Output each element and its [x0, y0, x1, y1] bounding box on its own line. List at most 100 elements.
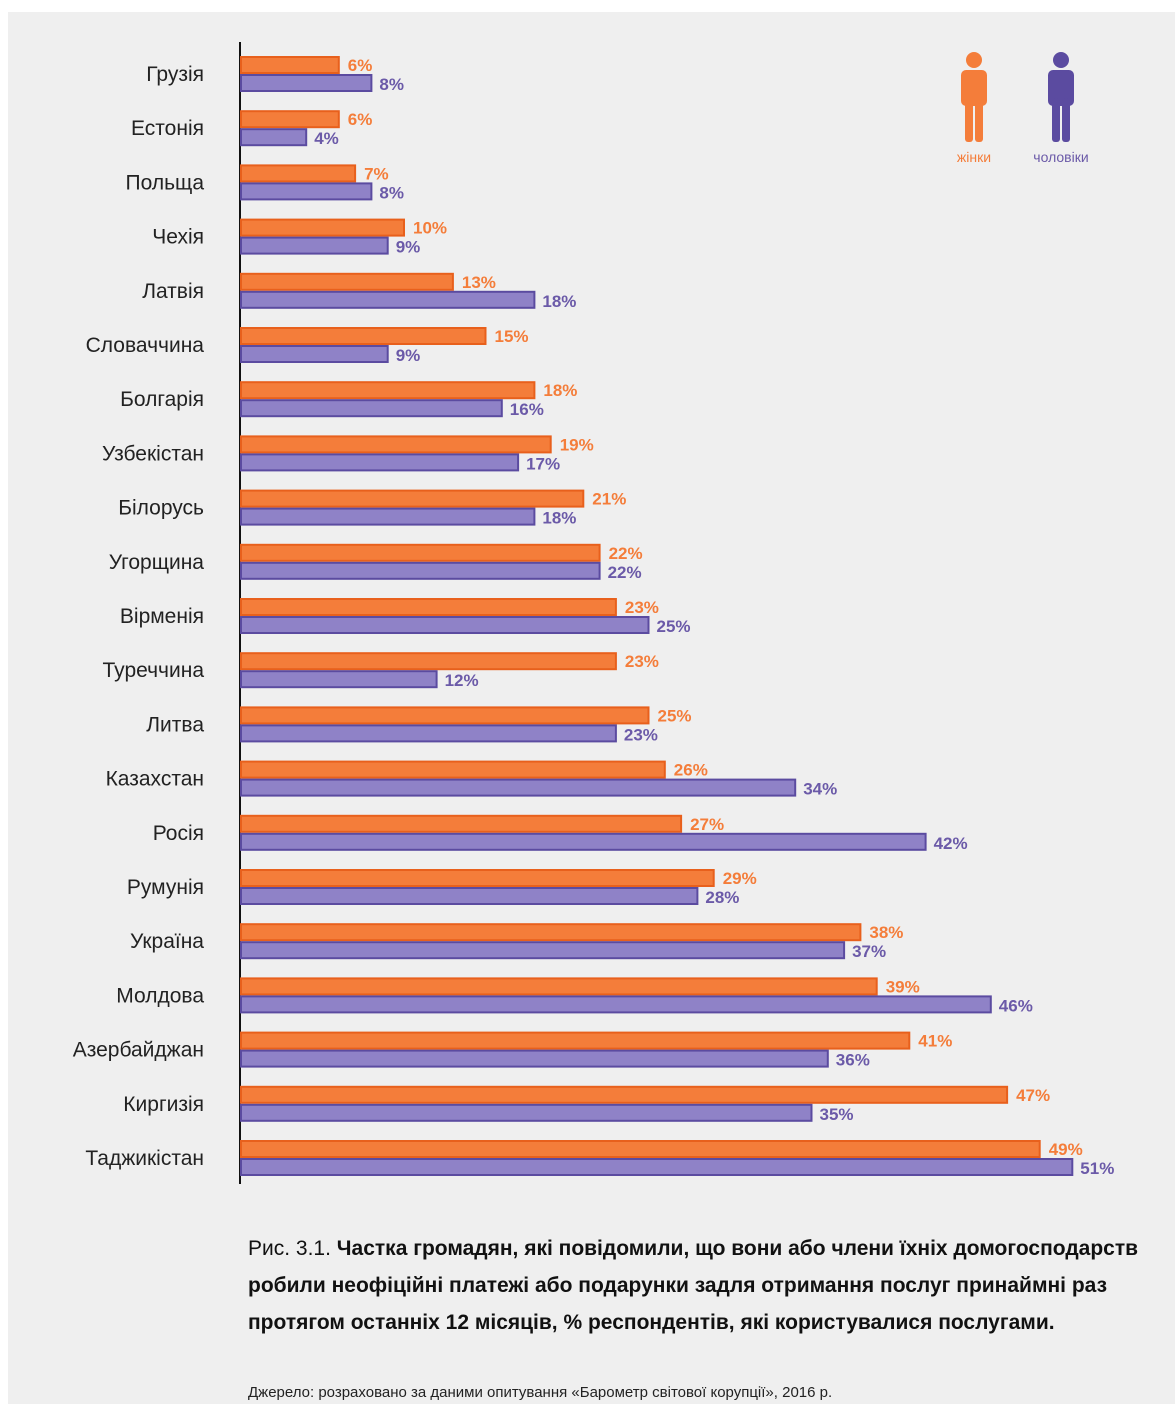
value-label-men: 4% [314, 129, 339, 148]
value-label-men: 12% [445, 671, 479, 690]
value-label-men: 42% [934, 834, 968, 853]
value-label-men: 23% [624, 725, 658, 744]
value-label-men: 9% [396, 238, 421, 257]
value-label-women: 41% [918, 1032, 952, 1051]
value-label-women: 38% [869, 923, 903, 942]
bar-men [240, 887, 699, 905]
category-label: Вірменія [120, 605, 204, 628]
bar-chart: Грузія 6%8%Естонія 6%4%Польща 7%8%Чехія 10%9… [73, 42, 1114, 1184]
value-label-women: 7% [364, 164, 389, 183]
bar-men [240, 1158, 1074, 1176]
bar-women [240, 543, 601, 562]
category-label: Азербайджан [73, 1039, 204, 1062]
value-label-women: 39% [886, 977, 920, 996]
value-label-men: 51% [1080, 1159, 1114, 1178]
bar-women [240, 652, 617, 671]
value-label-men: 17% [526, 454, 560, 473]
category-label: Білорусь [118, 497, 204, 520]
bar-men [240, 778, 797, 797]
legend-label-men: чоловіки [1033, 149, 1088, 165]
bar-women [240, 760, 666, 779]
figure-label: Рис. 3.1. [248, 1237, 331, 1260]
value-label-women: 49% [1049, 1140, 1083, 1159]
value-label-women: 21% [592, 490, 626, 509]
value-label-men: 36% [836, 1051, 870, 1070]
value-label-men: 22% [608, 563, 642, 582]
value-label-women: 15% [495, 327, 529, 346]
value-label-women: 6% [348, 56, 373, 75]
bar-women [240, 110, 340, 129]
category-label: Румунія [127, 876, 204, 899]
value-label-women: 23% [625, 598, 659, 617]
value-label-men: 28% [705, 888, 739, 907]
bar-men [240, 182, 373, 201]
value-label-men: 18% [542, 509, 576, 528]
value-label-women: 23% [625, 652, 659, 671]
value-label-men: 37% [852, 942, 886, 961]
bar-men [240, 453, 520, 472]
bar-women [240, 814, 683, 833]
category-label: Латвія [142, 280, 204, 303]
bar-women [240, 1140, 1041, 1158]
category-label: Болгарія [120, 388, 204, 411]
value-label-women: 10% [413, 219, 447, 238]
value-label-men: 25% [657, 617, 691, 636]
value-label-women: 19% [560, 435, 594, 454]
source-note: Джерело: розраховано за даними опитуванн… [248, 1384, 833, 1401]
value-label-men: 46% [999, 996, 1033, 1015]
bar-women [240, 598, 617, 616]
bar-men [240, 670, 438, 689]
category-label: Грузія [146, 63, 204, 86]
figure-caption: Рис. 3.1. Частка громадян, які повідомил… [248, 1230, 1158, 1341]
category-label: Казахстан [106, 768, 204, 791]
bar-women [240, 977, 878, 996]
bar-men [240, 1103, 813, 1122]
bar-men [240, 832, 927, 851]
bar-women [240, 435, 552, 454]
bar-women [240, 272, 454, 291]
value-label-men: 16% [510, 400, 544, 419]
value-label-women: 22% [609, 544, 643, 563]
category-label: Естонія [131, 117, 204, 140]
bar-men [240, 507, 536, 526]
bar-women [240, 706, 650, 725]
bar-men [240, 561, 601, 580]
category-label: Україна [130, 930, 204, 953]
bar-men [240, 616, 650, 634]
bar-women [240, 869, 715, 887]
bar-men [240, 345, 389, 363]
value-label-women: 18% [543, 381, 577, 400]
bar-women [240, 923, 862, 942]
bar-men [240, 290, 536, 309]
bar-men [240, 724, 617, 743]
bar-men [240, 128, 308, 147]
category-label: Росія [153, 822, 204, 845]
category-label: Таджикістан [85, 1147, 204, 1170]
bar-women [240, 218, 405, 237]
bar-men [240, 941, 846, 960]
category-label: Польща [126, 171, 205, 194]
man-figure-icon [1048, 52, 1074, 142]
bar-men [240, 995, 992, 1014]
value-label-women: 29% [723, 869, 757, 888]
value-label-men: 34% [803, 780, 837, 799]
bar-men [240, 236, 389, 255]
bar-men [240, 399, 503, 418]
category-label: Молдова [116, 984, 204, 1007]
bar-women [240, 164, 357, 183]
category-label: Угорщина [109, 551, 205, 574]
bar-women [240, 1085, 1009, 1104]
value-label-men: 18% [542, 292, 576, 311]
value-label-men: 8% [379, 75, 404, 94]
value-label-men: 8% [379, 183, 404, 202]
value-label-women: 25% [658, 706, 692, 725]
category-label: Узбекістан [102, 442, 204, 465]
category-label: Словаччина [86, 334, 205, 357]
value-label-women: 27% [690, 815, 724, 834]
bar-men [240, 74, 373, 92]
bar-women [240, 56, 340, 74]
value-label-women: 26% [674, 761, 708, 780]
bar-women [240, 381, 536, 400]
bar-women [240, 327, 487, 345]
value-label-women: 6% [348, 110, 373, 129]
